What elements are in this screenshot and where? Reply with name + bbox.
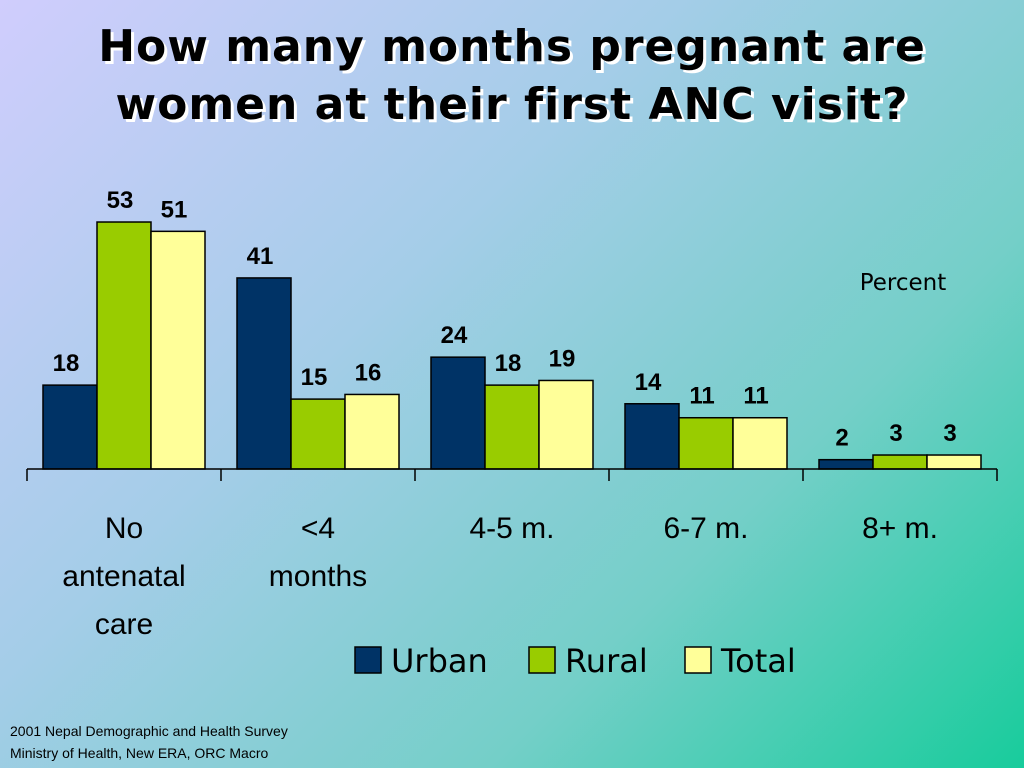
legend-swatch-rural <box>528 646 556 674</box>
data-label-total-2: 16 <box>355 359 382 386</box>
category-label-4: 6-7 m. <box>663 512 748 545</box>
data-label-rural-2: 15 <box>301 364 328 391</box>
category-label-5: 8+ m. <box>862 512 938 545</box>
category-label-3: 4-5 m. <box>469 512 554 545</box>
source-line-2: Ministry of Health, New ERA, ORC Macro <box>10 745 269 761</box>
data-label-total-3: 19 <box>549 345 576 372</box>
bar-urban-1 <box>42 384 98 470</box>
legend-swatch-total <box>684 646 712 674</box>
source-note: 2001 Nepal Demographic and Health Survey… <box>10 720 288 764</box>
bar-rural-4 <box>678 416 734 470</box>
bar-urban-4 <box>624 403 680 470</box>
title-line-1: How many months pregnant are <box>98 21 926 72</box>
legend: Urban Rural Total <box>354 642 796 680</box>
bar-rural-3 <box>484 384 540 470</box>
bar-chart: 18 53 51 41 15 16 24 18 19 14 11 11 2 3 3 No antenatal c… <box>26 187 998 680</box>
data-label-urban-5: 2 <box>835 425 848 452</box>
data-label-urban-2: 41 <box>247 243 274 270</box>
bar-total-1 <box>150 230 206 470</box>
source-line-1: 2001 Nepal Demographic and Health Survey <box>10 723 288 739</box>
category-label-2: <4 months <box>269 512 367 593</box>
bar-total-5 <box>926 454 982 470</box>
bar-urban-5 <box>818 458 874 470</box>
category-label-1: No antenatal care <box>62 512 185 641</box>
unit-label: Percent <box>860 270 947 296</box>
bar-total-3 <box>538 379 594 470</box>
legend-label-total: Total <box>720 642 796 680</box>
bar-rural-5 <box>872 454 928 470</box>
legend-label-rural: Rural <box>565 642 648 680</box>
data-label-rural-1: 53 <box>107 187 134 214</box>
data-label-total-4: 11 <box>743 383 768 410</box>
bar-rural-2 <box>290 398 346 470</box>
page-title: How many months pregnant are women at th… <box>0 18 1024 134</box>
bar-total-2 <box>344 393 400 470</box>
bar-urban-2 <box>236 277 292 470</box>
data-label-rural-5: 3 <box>889 420 902 447</box>
bar-total-4 <box>732 416 788 470</box>
legend-label-urban: Urban <box>391 642 488 680</box>
data-label-urban-3: 24 <box>441 322 468 349</box>
x-axis: No antenatal care <4 months 4-5 m. 6-7 m. 8+ m. <box>26 468 998 641</box>
data-label-urban-1: 18 <box>53 350 80 377</box>
legend-swatch-urban <box>354 646 382 674</box>
bar-urban-3 <box>430 356 486 470</box>
title-line-2: women at their first ANC visit? <box>115 79 909 130</box>
bars-group: 18 53 51 41 15 16 24 18 19 14 11 11 2 3 3 <box>42 187 982 470</box>
data-label-rural-4: 11 <box>689 383 714 410</box>
data-label-urban-4: 14 <box>635 369 662 396</box>
bar-rural-1 <box>96 221 152 470</box>
data-label-total-1: 51 <box>161 196 188 223</box>
data-label-rural-3: 18 <box>495 350 522 377</box>
data-label-total-5: 3 <box>943 420 956 447</box>
